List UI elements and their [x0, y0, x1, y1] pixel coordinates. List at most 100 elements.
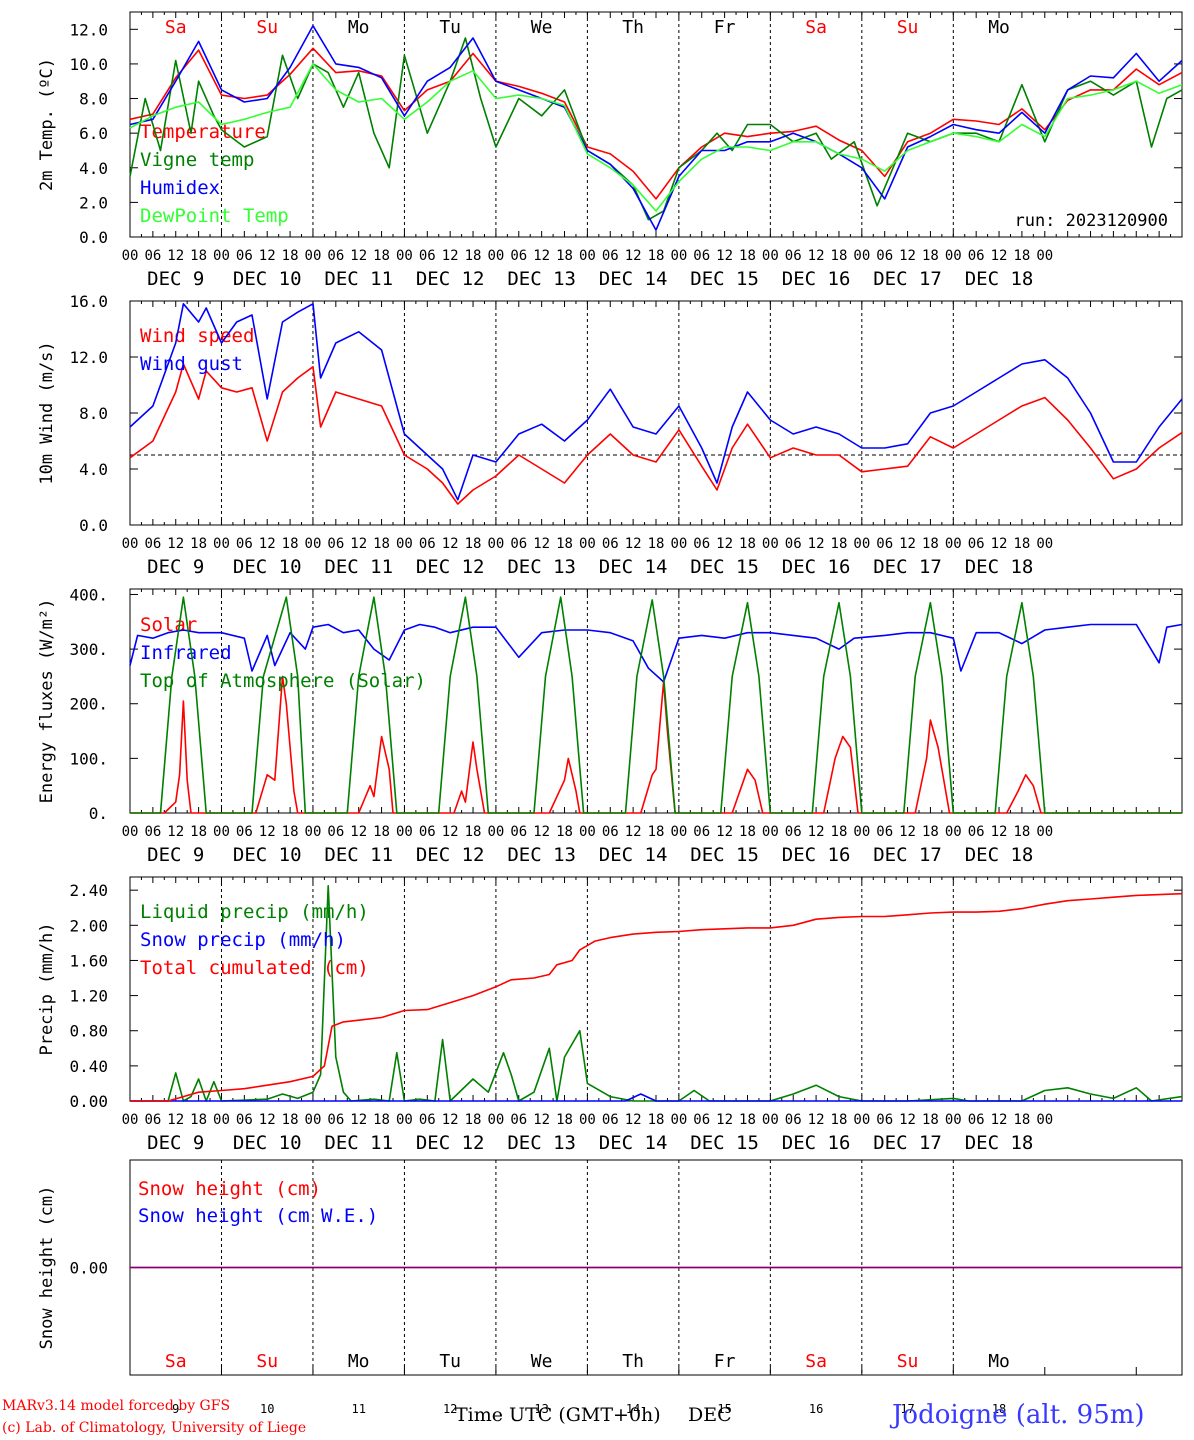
hour-tick-label: 12 — [716, 536, 733, 552]
date-label: DEC 13 — [507, 844, 576, 866]
day-number-label: 13 — [534, 1402, 548, 1416]
date-label: DEC 17 — [873, 556, 942, 578]
day-number-label: 17 — [900, 1402, 914, 1416]
hour-tick-label: 12 — [625, 248, 642, 264]
series-line-total-cumulated-cm — [130, 892, 1183, 1102]
date-label: DEC 11 — [324, 556, 393, 578]
hour-tick-label: 12 — [991, 536, 1008, 552]
weekday-label: Su — [256, 17, 278, 38]
y-axis-label: Snow height (cm) — [37, 1186, 57, 1350]
hour-tick-label: 18 — [922, 536, 939, 552]
hour-tick-label: 18 — [282, 824, 299, 840]
hour-tick-label: 12 — [899, 1112, 916, 1128]
hour-tick-label: 06 — [327, 1112, 344, 1128]
hour-tick-label: 18 — [556, 536, 573, 552]
panel-frame — [129, 11, 1183, 238]
hour-tick-label: 00 — [213, 536, 230, 552]
hour-tick-label: 00 — [213, 1112, 230, 1128]
hour-tick-label: 00 — [853, 248, 870, 264]
hour-tick-label: 18 — [922, 1112, 939, 1128]
hour-tick-label: 18 — [190, 1112, 207, 1128]
hour-tick-label: 06 — [419, 1112, 436, 1128]
hour-tick-label: 18 — [831, 1112, 848, 1128]
series-line-snow-precip-mm-h — [130, 1093, 1182, 1102]
hour-tick-label: 18 — [739, 248, 756, 264]
date-label: DEC 17 — [873, 844, 942, 866]
y-tick-label: 1.60 — [69, 951, 108, 970]
date-label: DEC 12 — [416, 556, 485, 578]
date-label: DEC 15 — [690, 1132, 759, 1154]
hour-tick-label: 06 — [144, 248, 161, 264]
hour-tick-label: 06 — [968, 248, 985, 264]
weekday-label: Su — [256, 1351, 278, 1372]
y-tick-label: 16.0 — [69, 292, 108, 311]
hour-tick-label: 06 — [144, 1112, 161, 1128]
hour-tick-label: 12 — [991, 248, 1008, 264]
hour-tick-label: 06 — [510, 824, 527, 840]
date-label: DEC 9 — [147, 844, 204, 866]
hour-tick-label: 00 — [853, 1112, 870, 1128]
day-number-label: 16 — [809, 1402, 823, 1416]
hour-tick-label: 12 — [167, 536, 184, 552]
lab-credit: (c) Lab. of Climatology, University of L… — [2, 1420, 307, 1436]
legend-liquid-precip-mm-h: Liquid precip (mm/h) — [140, 901, 369, 923]
y-tick-label: 300. — [69, 640, 108, 659]
y-tick-label: 0. — [89, 804, 108, 823]
hour-tick-label: 06 — [327, 248, 344, 264]
hour-tick-label: 06 — [602, 248, 619, 264]
weekday-label: Mo — [348, 17, 370, 38]
station-name: Jodoigne (alt. 95m) — [892, 1400, 1145, 1430]
y-tick-label: 12.0 — [69, 348, 108, 367]
hour-tick-label: 12 — [625, 536, 642, 552]
y-tick-label: 2.40 — [69, 881, 108, 900]
date-label: DEC 10 — [233, 556, 302, 578]
hour-tick-label: 06 — [236, 248, 253, 264]
weekday-label: Sa — [165, 1351, 187, 1372]
run-label: run: 2023120900 — [1014, 211, 1168, 231]
hour-tick-label: 12 — [350, 824, 367, 840]
date-label: DEC 12 — [416, 268, 485, 290]
date-label: DEC 18 — [965, 844, 1034, 866]
y-tick-label: 100. — [69, 749, 108, 768]
weekday-label: Fr — [714, 1351, 736, 1372]
hour-tick-label: 00 — [762, 248, 779, 264]
hour-tick-label: 00 — [579, 1112, 596, 1128]
hour-tick-label: 00 — [122, 536, 139, 552]
hour-tick-label: 18 — [190, 536, 207, 552]
hour-tick-label: 12 — [808, 536, 825, 552]
x-axis-title: Time UTC (GMT+0h) — [455, 1404, 661, 1426]
hour-tick-label: 12 — [259, 248, 276, 264]
date-label: DEC 15 — [690, 268, 759, 290]
hour-tick-label: 18 — [1013, 824, 1030, 840]
day-number-label: 15 — [717, 1402, 731, 1416]
hour-tick-label: 06 — [968, 536, 985, 552]
hour-tick-label: 06 — [785, 248, 802, 264]
series-line-liquid-precip-mm-h — [130, 884, 1183, 1102]
hour-tick-label: 18 — [556, 824, 573, 840]
hour-tick-label: 00 — [1036, 824, 1053, 840]
hour-tick-label: 12 — [350, 536, 367, 552]
y-axis-label: 10m Wind (m/s) — [37, 341, 57, 484]
hour-tick-label: 18 — [282, 536, 299, 552]
date-label: DEC 14 — [599, 556, 668, 578]
series-line-temperature — [129, 47, 1183, 200]
hour-tick-label: 00 — [579, 824, 596, 840]
series-line-wind-speed — [129, 363, 1183, 505]
hour-tick-label: 00 — [762, 824, 779, 840]
hour-tick-label: 00 — [670, 536, 687, 552]
hour-tick-label: 06 — [785, 536, 802, 552]
hour-tick-label: 18 — [373, 248, 390, 264]
hour-tick-label: 06 — [693, 536, 710, 552]
hour-tick-label: 18 — [922, 248, 939, 264]
hour-tick-label: 18 — [1013, 1112, 1030, 1128]
hour-tick-label: 12 — [350, 248, 367, 264]
y-tick-label: 4.0 — [79, 460, 108, 479]
hour-tick-label: 18 — [282, 248, 299, 264]
hour-tick-label: 00 — [487, 248, 504, 264]
hour-tick-label: 12 — [625, 1112, 642, 1128]
hour-tick-label: 06 — [602, 1112, 619, 1128]
hour-tick-label: 12 — [442, 1112, 459, 1128]
weekday-label: Sa — [165, 17, 187, 38]
hour-tick-label: 18 — [282, 1112, 299, 1128]
